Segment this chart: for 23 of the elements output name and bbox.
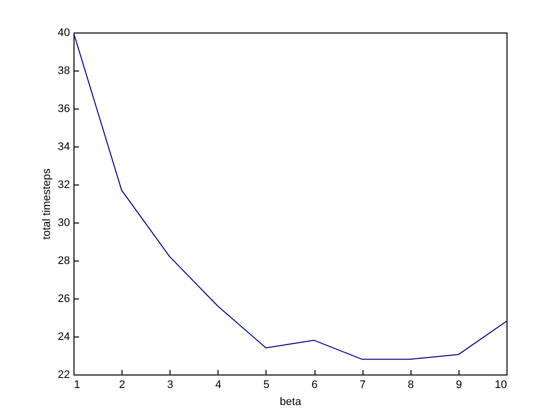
x-tick-label: 5	[263, 379, 270, 391]
y-axis-title: total timesteps	[40, 168, 53, 240]
x-tick-label: 1	[74, 379, 80, 391]
x-tick-label: 2	[119, 379, 126, 391]
x-tick-label: 3	[167, 379, 174, 391]
y-tick-label: 40	[58, 27, 70, 39]
x-tick-label: 9	[456, 379, 462, 391]
x-tick-label: 10	[494, 379, 507, 391]
y-tick-label: 38	[58, 65, 70, 77]
y-tick-label: 26	[58, 293, 70, 305]
y-tick-label: 24	[58, 331, 70, 343]
y-tick-label: 36	[58, 103, 70, 115]
y-tick-label: 32	[58, 179, 70, 191]
y-tick-label: 28	[58, 255, 70, 267]
x-axis-title: beta	[280, 396, 302, 408]
line-series	[74, 32, 506, 360]
y-tick-label: 34	[58, 141, 70, 153]
x-tick-label: 4	[215, 379, 222, 391]
y-tick-label: 30	[58, 217, 70, 229]
y-tick-label: 22	[58, 369, 70, 381]
x-tick-label: 6	[311, 379, 318, 391]
x-tick-label: 7	[360, 379, 366, 391]
x-tick-label: 8	[408, 379, 414, 391]
